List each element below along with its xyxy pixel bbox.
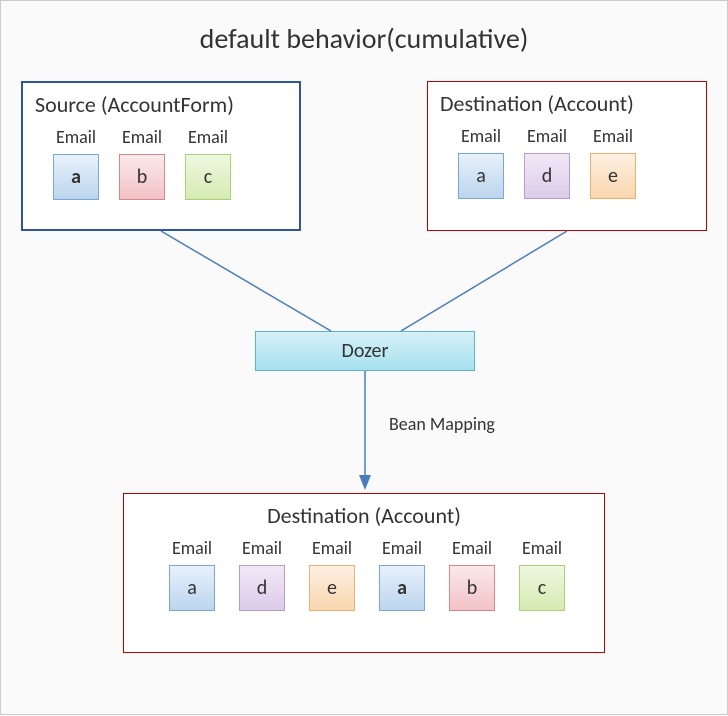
cell-wrap: Email e bbox=[309, 537, 355, 611]
destination-out-panel-title: Destination (Account) bbox=[124, 494, 604, 537]
edge-label: Bean Mapping bbox=[389, 413, 495, 435]
cell-label: Email bbox=[522, 537, 562, 559]
cell: e bbox=[590, 153, 636, 199]
cell-wrap: Email a bbox=[169, 537, 215, 611]
cell-label: Email bbox=[461, 125, 501, 147]
destination-in-panel: Destination (Account) Email a Email d Email e bbox=[427, 81, 707, 231]
cell: b bbox=[449, 565, 495, 611]
cell: d bbox=[239, 565, 285, 611]
cell: e bbox=[309, 565, 355, 611]
source-cells-row: Email a Email b Email c bbox=[23, 126, 299, 214]
cell-label: Email bbox=[172, 537, 212, 559]
source-panel: Source (AccountForm) Email a Email b Email c bbox=[21, 81, 301, 231]
cell-label: Email bbox=[452, 537, 492, 559]
cell-label: Email bbox=[593, 125, 633, 147]
source-panel-title: Source (AccountForm) bbox=[23, 83, 299, 126]
cell-wrap: Email d bbox=[524, 125, 570, 199]
cell: b bbox=[119, 154, 165, 200]
cell-wrap: Email a bbox=[53, 126, 99, 200]
processor-label: Dozer bbox=[342, 339, 389, 363]
cell-label: Email bbox=[122, 126, 162, 148]
cell: a bbox=[53, 154, 99, 200]
cell: d bbox=[524, 153, 570, 199]
cell-label: Email bbox=[242, 537, 282, 559]
cell: a bbox=[379, 565, 425, 611]
cell-wrap: Email e bbox=[590, 125, 636, 199]
destination-in-panel-title: Destination (Account) bbox=[428, 82, 706, 125]
cell: c bbox=[519, 565, 565, 611]
cell-label: Email bbox=[527, 125, 567, 147]
cell: a bbox=[169, 565, 215, 611]
cell-wrap: Email c bbox=[185, 126, 231, 200]
cell-label: Email bbox=[382, 537, 422, 559]
cell-label: Email bbox=[188, 126, 228, 148]
cell-wrap: Email b bbox=[119, 126, 165, 200]
cell-wrap: Email c bbox=[519, 537, 565, 611]
cell-wrap: Email a bbox=[458, 125, 504, 199]
cell-label: Email bbox=[56, 126, 96, 148]
destination-in-cells-row: Email a Email d Email e bbox=[428, 125, 706, 213]
cell-label: Email bbox=[312, 537, 352, 559]
destination-out-panel: Destination (Account) Email a Email d Email e… bbox=[123, 493, 605, 653]
cell: c bbox=[185, 154, 231, 200]
cell-wrap: Email d bbox=[239, 537, 285, 611]
cell: a bbox=[458, 153, 504, 199]
cell-wrap: Email a bbox=[379, 537, 425, 611]
processor-box: Dozer bbox=[255, 331, 475, 371]
diagram-title: default behavior(cumulative) bbox=[1, 21, 727, 56]
destination-out-cells-row: Email a Email d Email e Email a Email b Email c bbox=[124, 537, 604, 625]
cell-wrap: Email b bbox=[449, 537, 495, 611]
